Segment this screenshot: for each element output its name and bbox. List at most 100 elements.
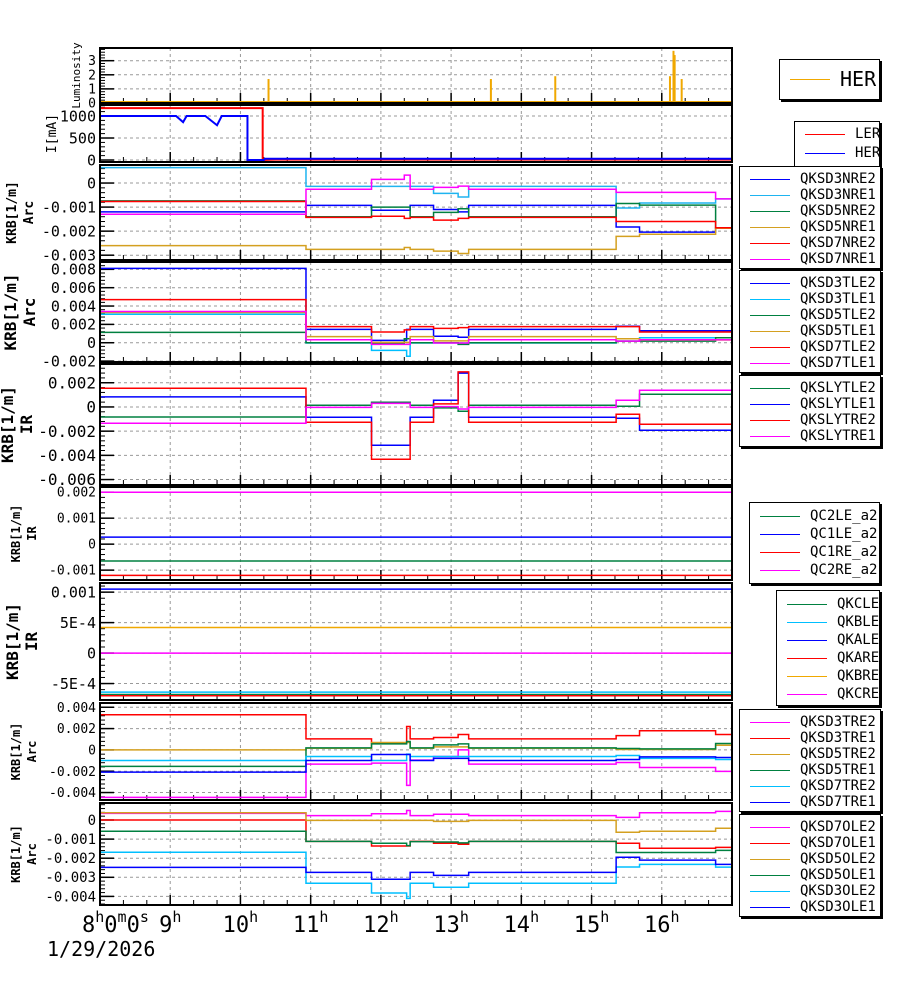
legend-swatch xyxy=(750,769,790,771)
x-tick-unit: h xyxy=(249,908,258,926)
panel-7: 0.001 5E-4 0 -5E-4 KRB[1/m] IR xyxy=(3,582,733,701)
x-tick-number: 13 xyxy=(433,913,460,938)
legend-entry: QKSD5TRE1 xyxy=(740,762,876,778)
x-tick-number: 0 xyxy=(127,913,140,938)
legend-swatch xyxy=(750,842,790,844)
legend-label: QKALE xyxy=(837,632,880,648)
y-axis-label: KRB[1/m] xyxy=(0,386,17,463)
legend-label: QKSD3NRE1 xyxy=(800,187,876,203)
y-tick-label: -0.002 xyxy=(42,222,96,240)
legend-entry: QKSD3TLE2 xyxy=(740,275,876,291)
legend-entry: QKSD7NRE2 xyxy=(740,235,876,251)
y-tick-label: 0 xyxy=(88,97,96,112)
legend-swatch xyxy=(750,753,790,755)
legend-label: QKSD7TRE1 xyxy=(800,794,876,810)
series-line-QKSD7OLE2 xyxy=(100,809,732,819)
legend-panel-3: QKSD3NRE2 QKSD3NRE1 QKSD5NRE2 QKSD5NRE1 QKSD… xyxy=(739,166,881,269)
x-tick-unit: m xyxy=(118,908,127,926)
legend-panel-1: HER xyxy=(779,59,880,100)
panel-frame xyxy=(99,261,733,363)
x-tick-unit: s xyxy=(140,908,149,926)
y-axis-label: KRB[1/m] xyxy=(3,603,22,680)
x-tick-label: 14h xyxy=(504,908,540,938)
legend-label: QKSD5TRE2 xyxy=(800,746,876,762)
series-line-QKSD7NRE1 xyxy=(100,174,732,216)
legend-swatch xyxy=(750,226,790,228)
panel-frame xyxy=(99,486,733,581)
y-tick-label: -0.002 xyxy=(45,851,96,867)
y-tick-label: -0.006 xyxy=(38,470,96,489)
legend-panel-5: QKSLYTLE2 QKSLYTLE1 QKSLYTRE2 QKSLYTRE1 xyxy=(739,375,881,447)
legend-swatch xyxy=(750,435,790,437)
legend-label: QKSLYTRE1 xyxy=(800,428,876,444)
series-line-QKSD7TRE1 xyxy=(100,753,732,773)
legend-entry: QKSD3NRE2 xyxy=(740,171,876,187)
y-tick-label: -0.001 xyxy=(45,832,96,848)
legend-swatch xyxy=(750,387,790,389)
panel-9: 0 -0.001 -0.002 -0.003 -0.004 KRB[1/m] Arc xyxy=(9,802,733,906)
series-line-QKSD5NRE2 xyxy=(100,200,732,229)
series-line-QKSD7NRE2 xyxy=(100,200,732,229)
legend-entry: QKSD5TRE2 xyxy=(740,746,876,762)
series-line-QKSD7TLE1 xyxy=(100,310,732,346)
legend-label: QKSD5TRE1 xyxy=(800,762,876,778)
y-tick-label: 0.008 xyxy=(51,261,96,279)
y-axis-label: KRB[1/m] xyxy=(9,505,23,563)
legend-label: QKSD3NRE2 xyxy=(800,171,876,187)
legend-label: QC1RE_a2 xyxy=(810,544,878,560)
legend-swatch xyxy=(750,906,790,908)
series-group xyxy=(100,50,732,103)
x-tick-unit: h xyxy=(600,908,609,926)
panel-6: 0.002 0.001 0 -0.001 KRB[1/m] IR xyxy=(9,486,733,581)
legend-panel-2: LER HER xyxy=(794,121,880,167)
legend-label: QKSD5NRE1 xyxy=(800,219,876,235)
legend-label: QKSD3OLE2 xyxy=(800,883,876,899)
legend-label: QKCLE xyxy=(837,596,880,612)
legend-label: QKSD3TLE2 xyxy=(800,275,876,291)
legend-swatch xyxy=(750,194,790,196)
legend-swatch xyxy=(787,621,827,623)
x-tick-number: 0 xyxy=(104,913,117,938)
legend-swatch xyxy=(750,826,790,828)
series-line-QKSD7TLE2 xyxy=(100,298,732,333)
legend-label: QC1LE_a2 xyxy=(810,526,878,542)
x-tick-label: 10h xyxy=(223,908,259,938)
y-tick-label: -0.004 xyxy=(45,889,96,905)
panel-frame xyxy=(99,802,733,906)
panel-8: 0.004 0.002 0 -0.002 -0.004 KRB[1/m] Arc xyxy=(9,701,733,801)
y-tick-label: 0.001 xyxy=(57,512,96,527)
y-tick-label: -0.003 xyxy=(42,246,96,264)
series-line-QKSD3TRE1 xyxy=(100,713,732,744)
legend-swatch xyxy=(750,890,790,892)
legend-entry: HER xyxy=(780,67,876,91)
legend-entry: QC2LE_a2 xyxy=(750,508,877,524)
panel-frame xyxy=(99,47,733,104)
legend-swatch xyxy=(787,675,827,677)
legend-entry: QKSD7TLE2 xyxy=(740,339,876,355)
legend-label: QKBRE xyxy=(837,668,880,684)
y-tick-label: 0 xyxy=(88,813,96,829)
legend-entry: QKSD3TLE1 xyxy=(740,291,876,307)
series-line-QKSD5OLE2 xyxy=(100,811,732,833)
y-tick-label: 3 xyxy=(88,54,96,69)
series-line-QKSD3NRE1 xyxy=(100,166,732,209)
y-tick-label: 0.004 xyxy=(51,297,96,315)
legend-entry: QKSD7TRE1 xyxy=(740,794,876,810)
y-tick-label: 0 xyxy=(87,334,96,352)
series-group xyxy=(100,713,732,799)
series-line-HER xyxy=(100,115,732,162)
legend-entry: QKSD7TRE2 xyxy=(740,778,876,794)
legend-entry: QC2RE_a2 xyxy=(750,562,877,578)
legend-label: HER xyxy=(840,67,877,91)
x-tick-number: 9 xyxy=(159,913,172,938)
y-axis-label: KRB[1/m] xyxy=(9,825,23,883)
legend-entry: QKSD5OLE1 xyxy=(740,867,876,883)
y-tick-label: 0.002 xyxy=(51,316,96,334)
y-tick-label: -0.003 xyxy=(45,870,96,886)
legend-label: QKSD7TRE2 xyxy=(800,778,876,794)
legend-entry: QKSD3NRE1 xyxy=(740,187,876,203)
legend-swatch xyxy=(787,693,827,695)
legend-entry: QC1LE_a2 xyxy=(750,526,877,542)
legend-swatch xyxy=(760,533,800,535)
